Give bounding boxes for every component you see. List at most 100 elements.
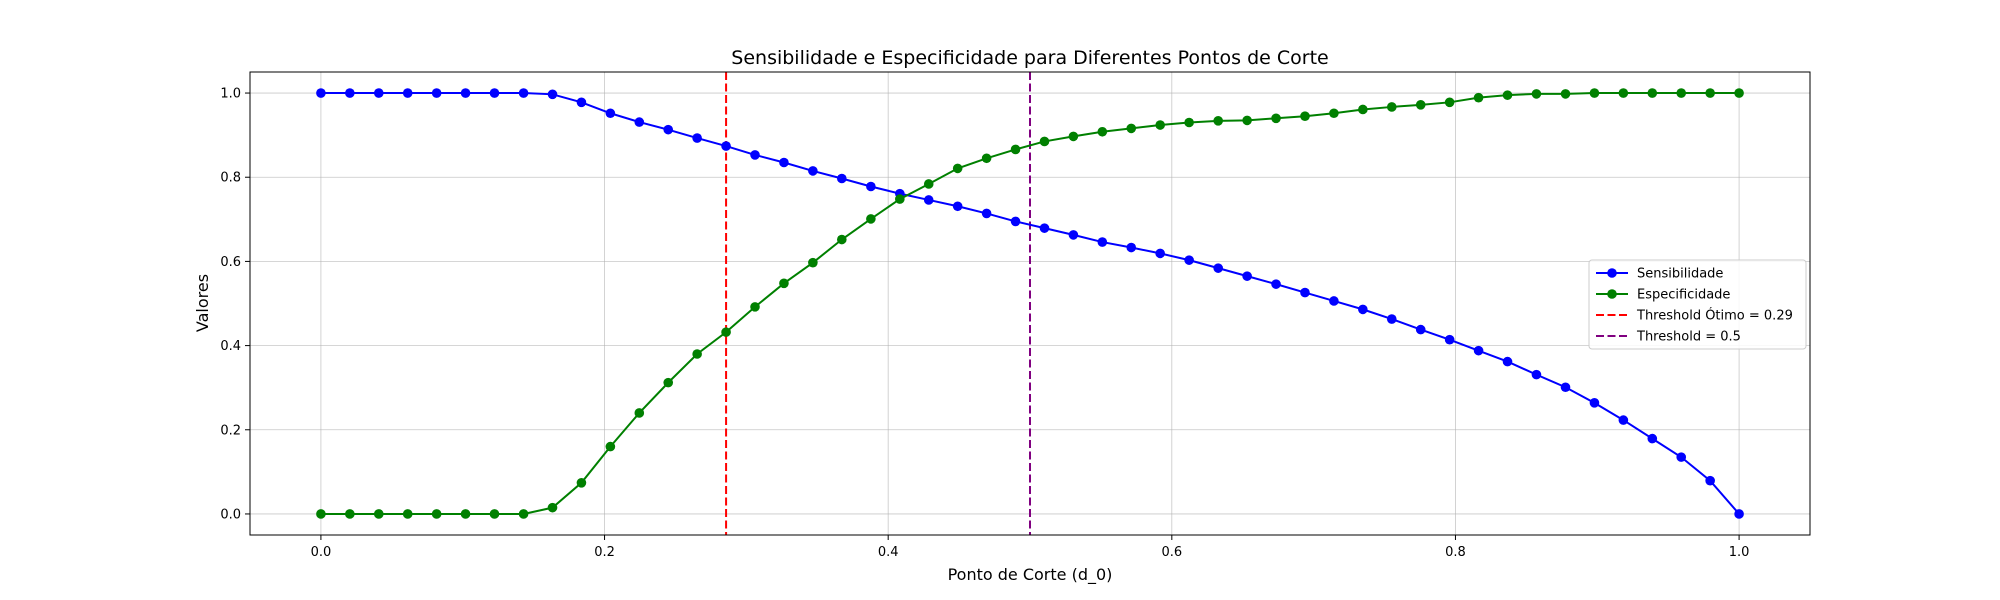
data-point	[1531, 369, 1542, 380]
data-point	[1300, 287, 1310, 298]
data-point	[1126, 242, 1137, 253]
data-point	[1618, 415, 1629, 425]
legend-entry-label: Threshold = 0.5	[1636, 330, 1741, 345]
data-point	[1155, 248, 1165, 259]
data-point	[431, 88, 442, 98]
legend: Sensibilidade Especificidade Threshold Óti…	[1588, 259, 1807, 350]
data-point	[547, 89, 558, 100]
data-point	[460, 509, 471, 519]
data-point	[866, 181, 876, 192]
data-point	[1068, 230, 1079, 240]
data-point	[837, 234, 847, 245]
data-point	[1329, 108, 1339, 119]
data-point	[1358, 304, 1368, 315]
legend-swatch-marker	[1607, 268, 1617, 278]
data-point	[1560, 382, 1571, 393]
data-point	[808, 257, 818, 268]
data-point	[981, 208, 992, 219]
data-point	[1589, 88, 1600, 98]
data-point	[345, 509, 355, 519]
data-point	[1647, 433, 1658, 444]
data-point	[1386, 102, 1397, 112]
data-point	[1705, 475, 1715, 486]
data-point	[1676, 452, 1687, 462]
y-tick-label: 0.6	[220, 255, 241, 270]
data-point	[1502, 356, 1513, 367]
data-point	[866, 214, 876, 224]
data-point	[1473, 92, 1484, 103]
x-tick-label: 1.0	[1729, 545, 1750, 560]
data-point	[605, 441, 616, 452]
data-point	[1039, 223, 1050, 233]
data-point	[316, 88, 326, 98]
series-especificidade	[316, 88, 1744, 519]
data-point	[952, 163, 963, 174]
data-point	[1271, 113, 1281, 124]
data-point	[750, 150, 760, 160]
data-point	[923, 179, 934, 189]
legend-entry-label: Especificidade	[1637, 288, 1730, 303]
y-axis-label: Valores	[193, 274, 212, 332]
data-point	[518, 509, 529, 519]
data-point	[663, 377, 674, 388]
legend-entry-label: Sensibilidade	[1637, 267, 1723, 282]
data-point	[1415, 100, 1426, 110]
data-point	[460, 88, 471, 98]
chart-title: Sensibilidade e Especificidade para Dife…	[731, 47, 1328, 69]
legend-swatch-marker	[1607, 289, 1617, 299]
data-point	[1184, 255, 1194, 265]
data-point	[1618, 88, 1629, 98]
data-point	[1386, 314, 1397, 324]
data-point	[750, 302, 760, 312]
data-point	[1444, 97, 1455, 108]
data-point	[721, 141, 731, 151]
data-point	[1039, 136, 1050, 147]
data-point	[634, 117, 645, 127]
data-point	[316, 509, 326, 519]
data-point	[373, 88, 384, 98]
x-tick-label: 0.0	[311, 545, 332, 560]
data-point	[605, 108, 616, 119]
data-point	[1589, 398, 1600, 408]
series-line-especificidade	[320, 92, 1740, 515]
data-point	[431, 509, 442, 519]
data-point	[1242, 271, 1252, 281]
plot-frame	[249, 71, 1811, 536]
series-line-sensibilidade	[320, 92, 1740, 515]
data-point	[1271, 279, 1281, 289]
x-tick-label: 0.2	[594, 545, 615, 560]
legend-box	[1588, 259, 1807, 350]
data-point	[547, 502, 558, 513]
x-tick-label: 0.8	[1445, 545, 1466, 560]
x-tick-label: 0.6	[1161, 545, 1182, 560]
data-point	[1560, 89, 1571, 99]
data-point	[1010, 216, 1021, 227]
data-point	[634, 408, 645, 418]
data-point	[1184, 117, 1194, 128]
data-point	[692, 133, 702, 143]
data-point	[1444, 334, 1455, 345]
data-point	[779, 157, 789, 168]
data-point	[402, 88, 413, 98]
data-point	[1531, 89, 1542, 99]
data-point	[1126, 123, 1137, 134]
data-point	[981, 153, 992, 164]
data-point	[1676, 88, 1687, 98]
data-point	[1155, 120, 1165, 130]
x-tick-label: 0.4	[878, 545, 899, 560]
data-point	[489, 509, 500, 519]
data-point	[345, 88, 355, 98]
data-point	[1734, 509, 1744, 519]
data-point	[952, 201, 963, 212]
data-point	[923, 195, 934, 205]
data-point	[373, 509, 384, 519]
data-point	[721, 327, 731, 337]
data-point	[1010, 144, 1021, 155]
data-point	[1242, 115, 1252, 126]
data-point	[895, 194, 905, 204]
data-point	[1300, 111, 1310, 121]
data-point	[1502, 90, 1513, 100]
data-point	[1068, 131, 1079, 142]
series-sensibilidade	[316, 88, 1744, 519]
